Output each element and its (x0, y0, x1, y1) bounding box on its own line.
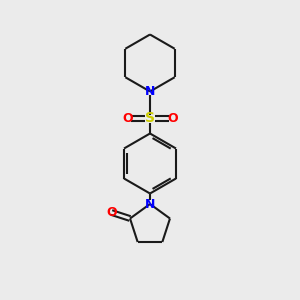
Text: O: O (106, 206, 117, 219)
Text: O: O (167, 112, 178, 125)
Text: N: N (145, 197, 155, 211)
Text: S: S (145, 112, 155, 125)
Text: O: O (122, 112, 133, 125)
Text: N: N (145, 85, 155, 98)
